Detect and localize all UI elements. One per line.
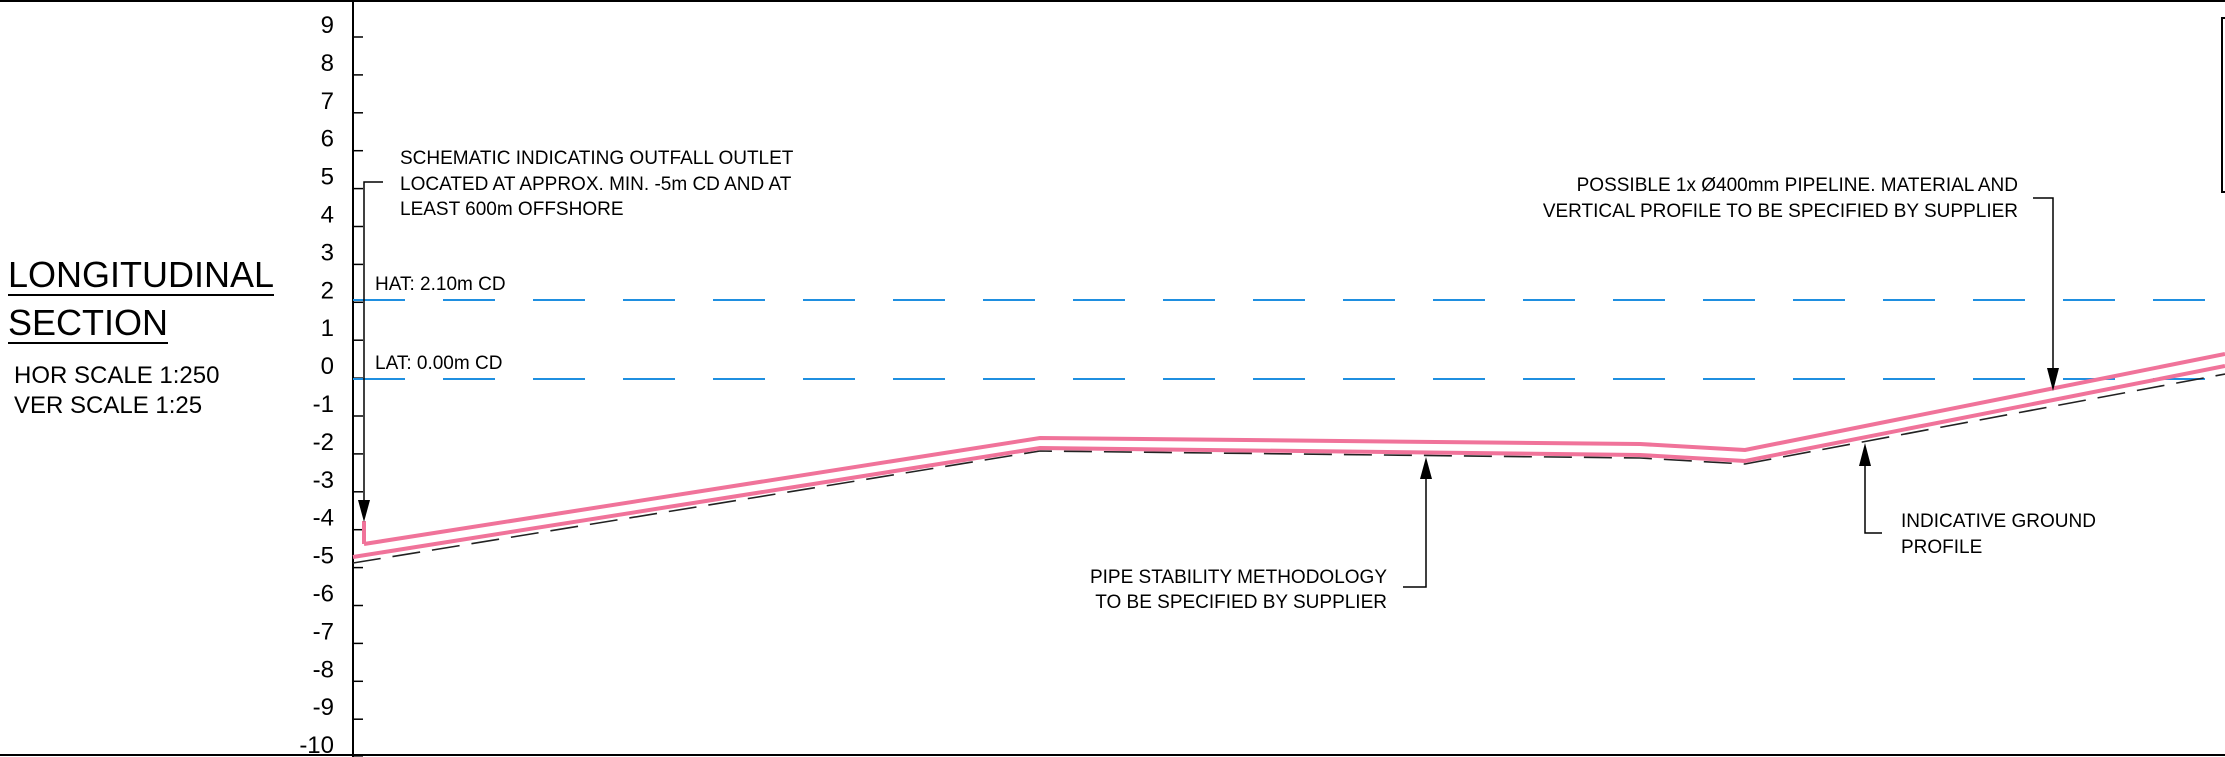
axis-tick-label: 0 bbox=[321, 353, 334, 380]
stability-note-line-2: TO BE SPECIFIED BY SUPPLIER bbox=[1095, 592, 1387, 613]
axis-tick-label: 1 bbox=[321, 315, 334, 342]
ground-arrowhead bbox=[1859, 443, 1871, 466]
axis-tick-label: -4 bbox=[313, 505, 334, 532]
horizontal-scale-label: HOR SCALE 1:250 bbox=[14, 362, 220, 389]
hat-label: HAT: 2.10m CD bbox=[375, 274, 506, 295]
axis-tick-label: -8 bbox=[313, 656, 334, 683]
axis-tick-label: 3 bbox=[321, 239, 334, 266]
axis-tick-label: -1 bbox=[313, 391, 334, 418]
section-title-block: LONGITUDINAL SECTION bbox=[8, 254, 275, 352]
axis-tick-label: 5 bbox=[321, 164, 334, 191]
ground-profile-line bbox=[352, 373, 2225, 564]
ground-leader bbox=[1864, 453, 1882, 534]
axis-tick-label: 2 bbox=[321, 277, 334, 304]
ground-note-line-1: INDICATIVE GROUND bbox=[1901, 511, 2096, 532]
axis-tick-label: 7 bbox=[321, 88, 334, 115]
axis-tick-label: 4 bbox=[321, 202, 334, 229]
axis-tick-label: -6 bbox=[313, 581, 334, 608]
section-title-line-1: LONGITUDINAL bbox=[8, 254, 275, 296]
axis-tick-label: -2 bbox=[313, 429, 334, 456]
axis-tick-label: -9 bbox=[313, 694, 334, 721]
axis-tick-label: 6 bbox=[321, 126, 334, 153]
stability-note-line-1: PIPE STABILITY METHODOLOGY bbox=[1090, 567, 1387, 588]
elevation-axis: 9 8 7 6 5 4 3 2 1 0 -1 -2 -3 -4 -5 -6 -7 -8 -9 -10 bbox=[299, 12, 363, 757]
pipeline-note-line-1: POSSIBLE 1x Ø400mm PIPELINE. MATERIAL AN… bbox=[1577, 175, 2018, 196]
pipeline-note-line-2: VERTICAL PROFILE TO BE SPECIFIED BY SUPP… bbox=[1543, 201, 2018, 222]
axis-tick-label: -5 bbox=[313, 543, 334, 570]
lat-label: LAT: 0.00m CD bbox=[375, 353, 502, 374]
axis-tick-label: -3 bbox=[313, 467, 334, 494]
vertical-scale-label: VER SCALE 1:25 bbox=[14, 392, 203, 419]
pipeline-lower-line bbox=[352, 364, 2225, 559]
outfall-note-line-3: LEAST 600m OFFSHORE bbox=[400, 199, 624, 220]
pipeline-upper-line bbox=[363, 352, 2225, 546]
outfall-note-line-2: LOCATED AT APPROX. MIN. -5m CD AND AT bbox=[400, 174, 792, 195]
outfall-leader bbox=[363, 181, 383, 512]
stability-arrowhead bbox=[1420, 457, 1432, 479]
pipeline-arrowhead bbox=[2047, 368, 2059, 391]
outfall-note-line-1: SCHEMATIC INDICATING OUTFALL OUTLET bbox=[400, 148, 794, 169]
ground-note-line-2: PROFILE bbox=[1901, 537, 1982, 558]
axis-tick-label: -10 bbox=[299, 732, 334, 757]
axis-tick-label: 8 bbox=[321, 50, 334, 77]
right-border-box bbox=[2221, 17, 2225, 193]
stability-leader bbox=[1403, 468, 1427, 588]
outfall-arrowhead bbox=[358, 500, 370, 522]
pipeline-leader bbox=[2033, 197, 2054, 375]
section-title-line-2: SECTION bbox=[8, 302, 169, 344]
axis-tick-label: -7 bbox=[313, 618, 334, 645]
axis-tick-label: 9 bbox=[321, 12, 334, 39]
